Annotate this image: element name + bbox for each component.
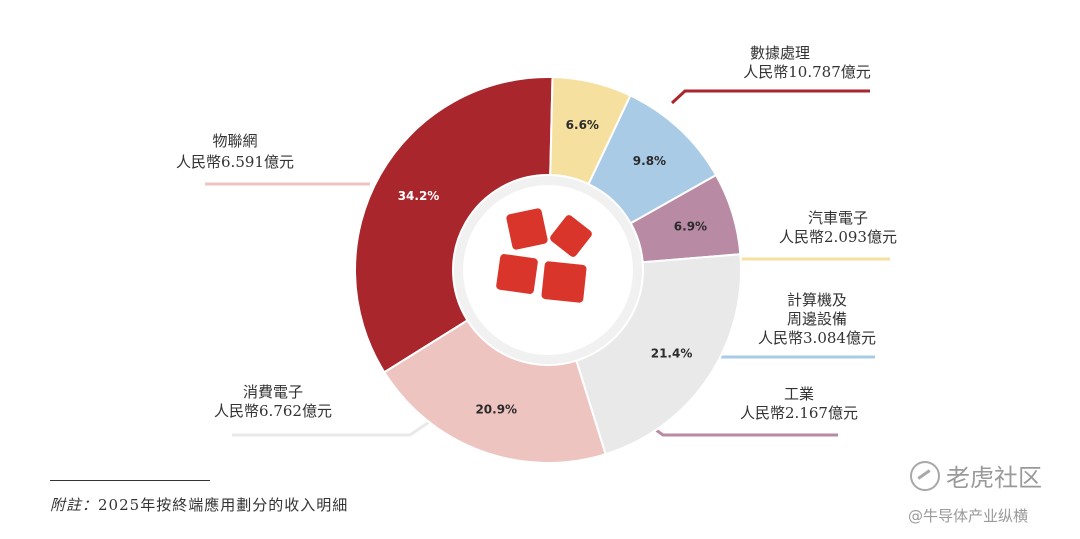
slice-percent-label: 6.6% xyxy=(566,118,599,132)
logo-tile xyxy=(550,215,592,257)
brand-logo-icon xyxy=(910,460,940,491)
slice-percent-label: 34.2% xyxy=(398,189,440,203)
logo-tile xyxy=(541,261,587,303)
logo-tile xyxy=(496,254,538,294)
donut-slice xyxy=(575,253,742,456)
watermark-brand-text: 老虎社区 xyxy=(946,464,1042,492)
donut-slice xyxy=(354,76,554,374)
value-label: 人民幣6.762億元 xyxy=(214,402,332,420)
category-label: 消費電子 xyxy=(243,383,303,401)
category-label: 周邊設備 xyxy=(787,310,847,328)
footnote-text: 2025年按終端應用劃分的收入明細 xyxy=(98,496,349,514)
leader-line xyxy=(670,89,870,105)
slice-percent-label: 6.9% xyxy=(674,219,707,233)
value-label: 人民幣6.591億元 xyxy=(176,153,294,171)
value-label: 人民幣3.084億元 xyxy=(758,329,876,347)
footnote-lead: 附註： xyxy=(50,496,99,514)
category-label: 物聯網 xyxy=(212,132,257,150)
footnote-rule xyxy=(50,480,210,481)
category-label: 計算機及 xyxy=(787,291,847,309)
value-label: 人民幣2.167億元 xyxy=(740,404,858,422)
category-label: 汽車電子 xyxy=(808,209,868,227)
value-label: 人民幣2.093億元 xyxy=(779,228,897,246)
watermark-handle: @牛导体产业纵横 xyxy=(908,507,1029,525)
slice-percent-label: 20.9% xyxy=(475,403,517,417)
logo-tile xyxy=(506,208,548,250)
footnote: 附註：2025年按終端應用劃分的收入明細 xyxy=(50,494,348,515)
slice-percent-label: 9.8% xyxy=(633,154,666,168)
company-logo-icon xyxy=(496,208,592,303)
category-label: 工業 xyxy=(784,385,814,403)
slice-percent-label: 21.4% xyxy=(651,346,693,360)
leader-line xyxy=(232,418,433,437)
value-label: 人民幣10.787億元 xyxy=(743,63,871,81)
watermark-brand: 老虎社区 xyxy=(910,458,1042,493)
leader-line xyxy=(641,418,838,437)
category-label: 數據處理 xyxy=(750,44,810,62)
donut-slice xyxy=(382,318,607,464)
